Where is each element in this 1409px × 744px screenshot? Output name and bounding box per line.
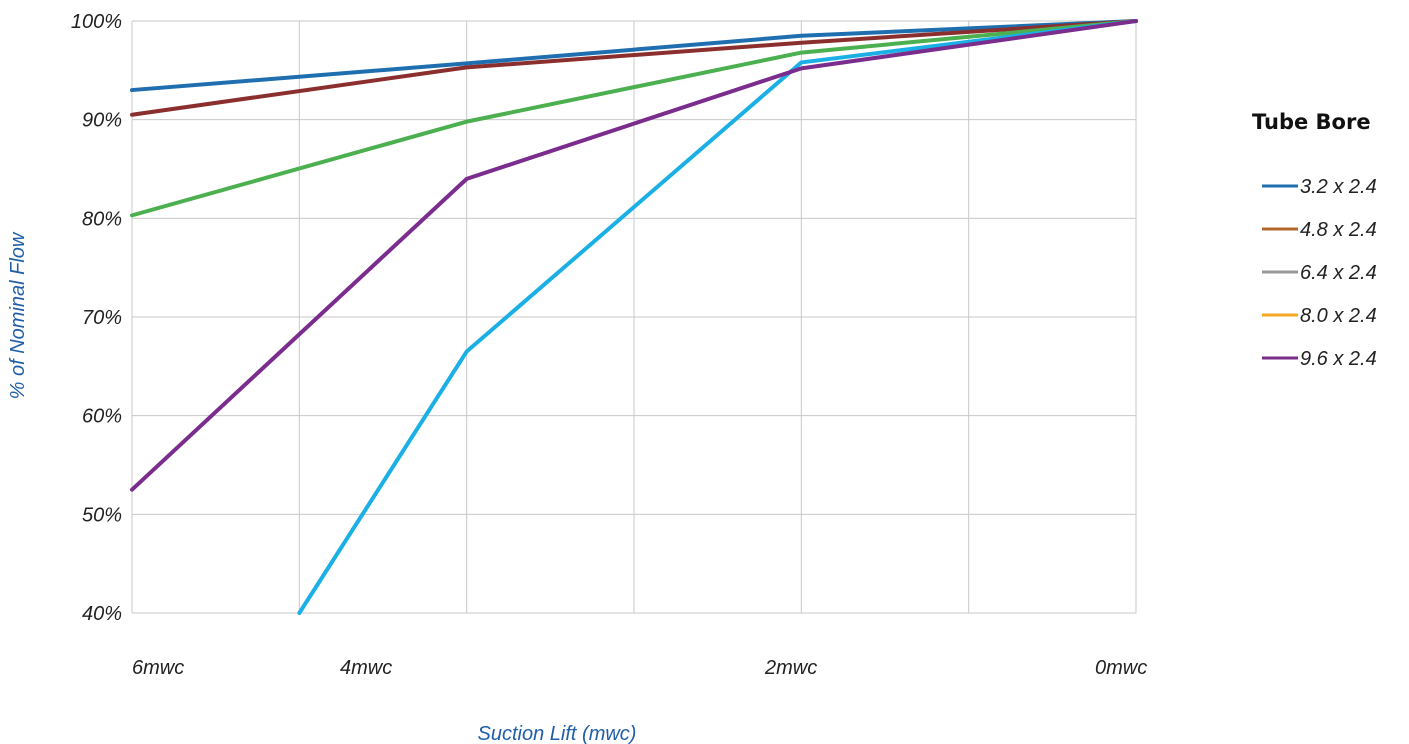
series-line-4 [297,19,1138,615]
y-tick-label: 40% [82,603,122,625]
y-tick-label: 80% [82,208,122,230]
y-tick-label: 90% [82,110,122,132]
series-line-3 [130,19,1138,218]
y-axis-title: % of Nominal Flow [7,231,29,399]
legend-items: 3.2 x 2.4 4.8 x 2.4 6.4 x 2.4 8.0 x 2.4 9.6 … [1262,176,1377,370]
legend-title: Tube Bore [1252,110,1371,134]
legend-label: 4.8 x 2.4 [1300,219,1377,241]
legend-label: 3.2 x 2.4 [1300,176,1377,198]
y-tick-label: 50% [82,504,122,526]
legend-label: 8.0 x 2.4 [1300,305,1377,327]
series-line-2 [130,19,1138,117]
x-axis-title: Suction Lift (mwc) [478,723,637,744]
series-line-1 [130,19,1138,93]
x-tick-label: 0mwc [1095,657,1147,679]
legend-label: 9.6 x 2.4 [1300,348,1377,370]
y-tick-label: 60% [82,406,122,428]
y-tick-label: 100% [71,11,122,33]
series-line-5 [130,19,1138,492]
y-axis-ticks: 100% 90% 80% 70% 60% 50% 40% [71,11,122,625]
y-tick-label: 70% [82,307,122,329]
grid [131,20,1137,614]
x-tick-label: 4mwc [340,657,392,679]
x-tick-label: 2mwc [764,657,817,679]
legend: Tube Bore 3.2 x 2.4 4.8 x 2.4 6.4 x 2.4 8.0… [1252,110,1377,370]
x-tick-label: 6mwc [132,657,184,679]
x-axis-ticks: 6mwc 4mwc 2mwc 0mwc [132,657,1147,679]
series-lines [130,19,1138,615]
legend-label: 6.4 x 2.4 [1300,262,1377,284]
